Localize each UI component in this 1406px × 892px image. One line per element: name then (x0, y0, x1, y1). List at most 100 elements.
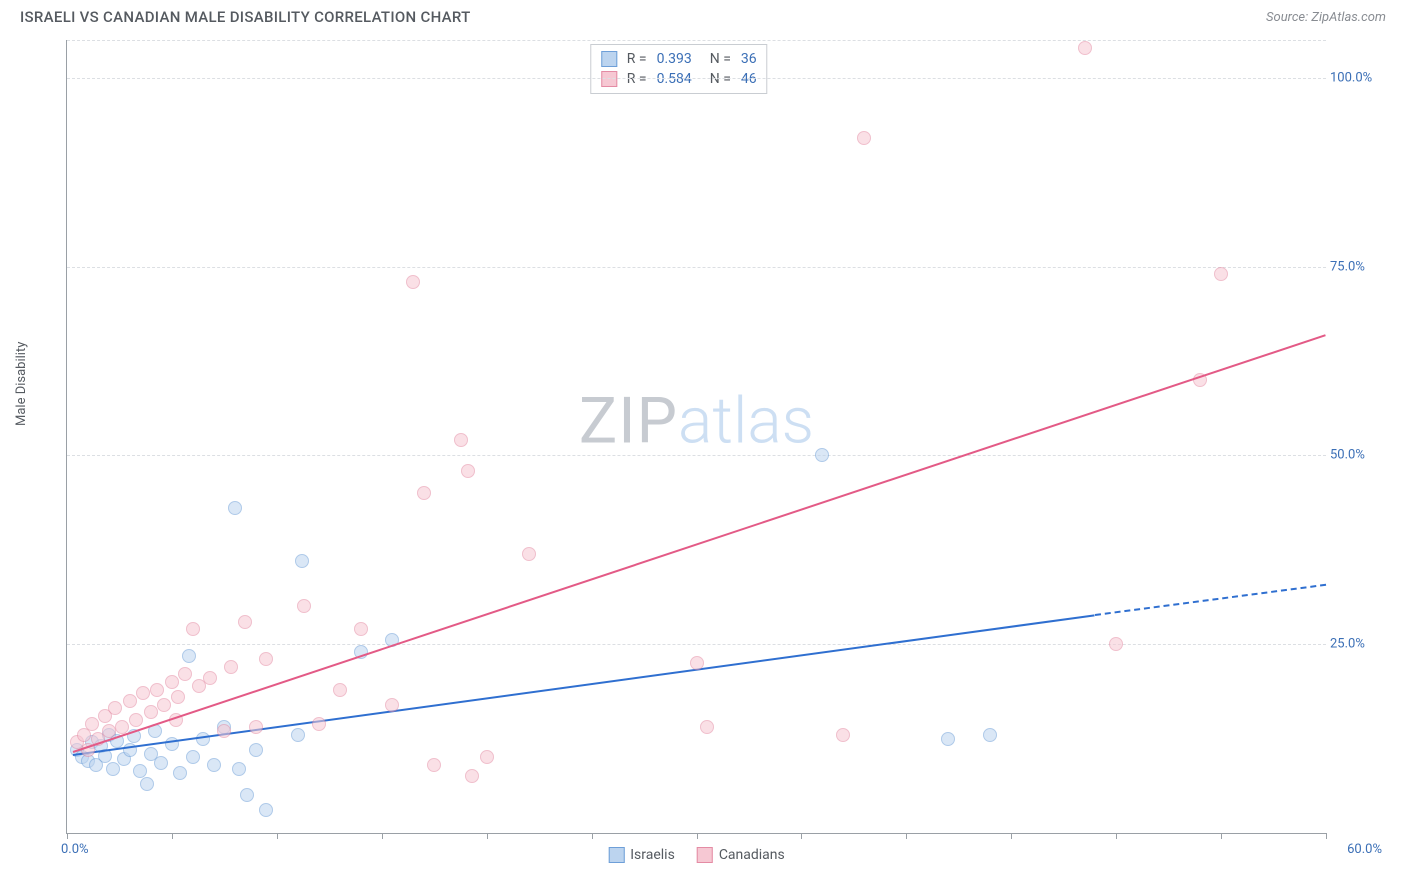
stats-row: R = 0.584 N = 46 (601, 69, 757, 89)
source-attribution: Source: ZipAtlas.com (1266, 10, 1386, 25)
chart-container: Male Disability ZIPatlas R =0.393N =36R … (20, 40, 1386, 872)
scatter-point (465, 769, 479, 783)
legend-item: Canadians (697, 847, 785, 863)
x-tick (1116, 833, 1117, 839)
scatter-point (295, 554, 309, 568)
scatter-point (173, 766, 187, 780)
scatter-point (171, 690, 185, 704)
watermark-zip: ZIP (579, 383, 678, 458)
scatter-point (480, 750, 494, 764)
scatter-point (406, 275, 420, 289)
scatter-point (1214, 267, 1228, 281)
gridline-h (67, 644, 1326, 645)
x-axis-min-label: 0.0% (61, 842, 89, 857)
y-axis-label: Male Disability (14, 342, 29, 426)
stat-label: R = (627, 71, 647, 87)
scatter-point (129, 713, 143, 727)
scatter-point (333, 683, 347, 697)
scatter-point (522, 547, 536, 561)
legend-swatch (601, 51, 617, 67)
x-axis-max-label: 60.0% (1347, 842, 1382, 857)
scatter-point (140, 777, 154, 791)
scatter-point (1109, 637, 1123, 651)
trend-line (73, 335, 1326, 754)
x-tick (382, 833, 383, 839)
x-tick (906, 833, 907, 839)
scatter-point (417, 486, 431, 500)
scatter-point (249, 743, 263, 757)
scatter-point (182, 649, 196, 663)
scatter-point (240, 788, 254, 802)
stats-row: R =0.393N =36 (601, 49, 757, 69)
y-tick-label: 50.0% (1330, 448, 1382, 463)
scatter-point (136, 686, 150, 700)
x-tick (1011, 833, 1012, 839)
stat-label: N = (710, 51, 731, 67)
scatter-point (238, 615, 252, 629)
scatter-point (123, 694, 137, 708)
y-tick-label: 100.0% (1330, 70, 1382, 85)
x-tick (1221, 833, 1222, 839)
scatter-point (259, 803, 273, 817)
x-tick (592, 833, 593, 839)
scatter-point (857, 131, 871, 145)
scatter-point (836, 728, 850, 742)
x-tick (172, 833, 173, 839)
scatter-point (165, 675, 179, 689)
chart-title: ISRAELI VS CANADIAN MALE DISABILITY CORR… (20, 8, 471, 26)
x-tick (487, 833, 488, 839)
gridline-h (67, 455, 1326, 456)
scatter-point (1078, 41, 1092, 55)
x-tick (67, 833, 68, 839)
plot-area: ZIPatlas R =0.393N =36R =0.584N =46 Isra… (66, 40, 1326, 834)
scatter-point (108, 701, 122, 715)
scatter-point (249, 720, 263, 734)
stat-n-value: 46 (741, 71, 757, 87)
scatter-point (259, 652, 273, 666)
scatter-point (217, 724, 231, 738)
scatter-point (815, 448, 829, 462)
x-tick (277, 833, 278, 839)
scatter-point (85, 717, 99, 731)
x-tick (697, 833, 698, 839)
scatter-point (291, 728, 305, 742)
series-legend: Israelis Canadians (608, 847, 785, 863)
scatter-point (941, 732, 955, 746)
scatter-point (690, 656, 704, 670)
x-tick (1326, 833, 1327, 839)
stat-r-value: 0.584 (657, 71, 692, 87)
scatter-point (385, 698, 399, 712)
y-tick-label: 25.0% (1330, 637, 1382, 652)
scatter-point (427, 758, 441, 772)
scatter-point (150, 683, 164, 697)
y-tick-label: 75.0% (1330, 259, 1382, 274)
scatter-point (186, 750, 200, 764)
gridline-h (67, 40, 1326, 41)
legend-label: Canadians (719, 847, 785, 863)
scatter-point (700, 720, 714, 734)
x-tick (801, 833, 802, 839)
trend-line-dashed (1095, 584, 1326, 616)
watermark: ZIPatlas (579, 383, 814, 458)
scatter-point (207, 758, 221, 772)
gridline-h (67, 78, 1326, 79)
watermark-atlas: atlas (678, 383, 814, 458)
scatter-point (228, 501, 242, 515)
legend-swatch (608, 847, 624, 863)
scatter-point (224, 660, 238, 674)
scatter-point (312, 717, 326, 731)
legend-label: Israelis (630, 847, 675, 863)
scatter-point (144, 705, 158, 719)
scatter-point (461, 464, 475, 478)
scatter-point (203, 671, 217, 685)
stat-label: R = (627, 51, 647, 67)
scatter-point (157, 698, 171, 712)
scatter-point (354, 622, 368, 636)
scatter-point (154, 756, 168, 770)
legend-item: Israelis (608, 847, 675, 863)
scatter-point (178, 667, 192, 681)
stat-n-value: 36 (741, 51, 757, 67)
scatter-point (454, 433, 468, 447)
stat-label: N = (710, 71, 731, 87)
correlation-stats-box: R =0.393N =36R =0.584N =46 (590, 44, 768, 94)
